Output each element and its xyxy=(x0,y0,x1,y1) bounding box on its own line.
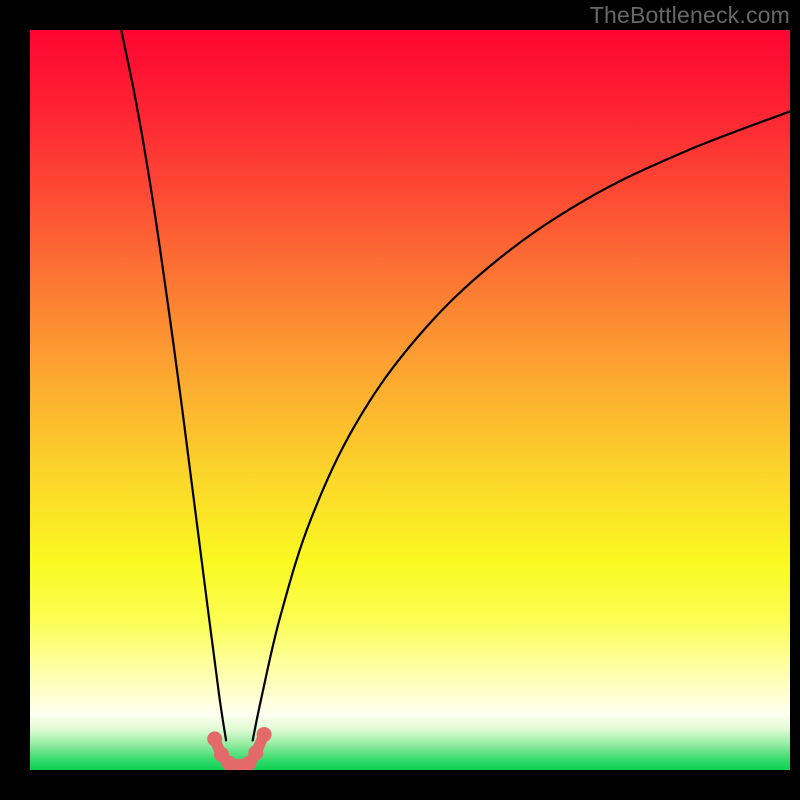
plot-area xyxy=(30,30,790,770)
gradient-background xyxy=(30,30,790,770)
watermark-text: TheBottleneck.com xyxy=(590,2,790,29)
